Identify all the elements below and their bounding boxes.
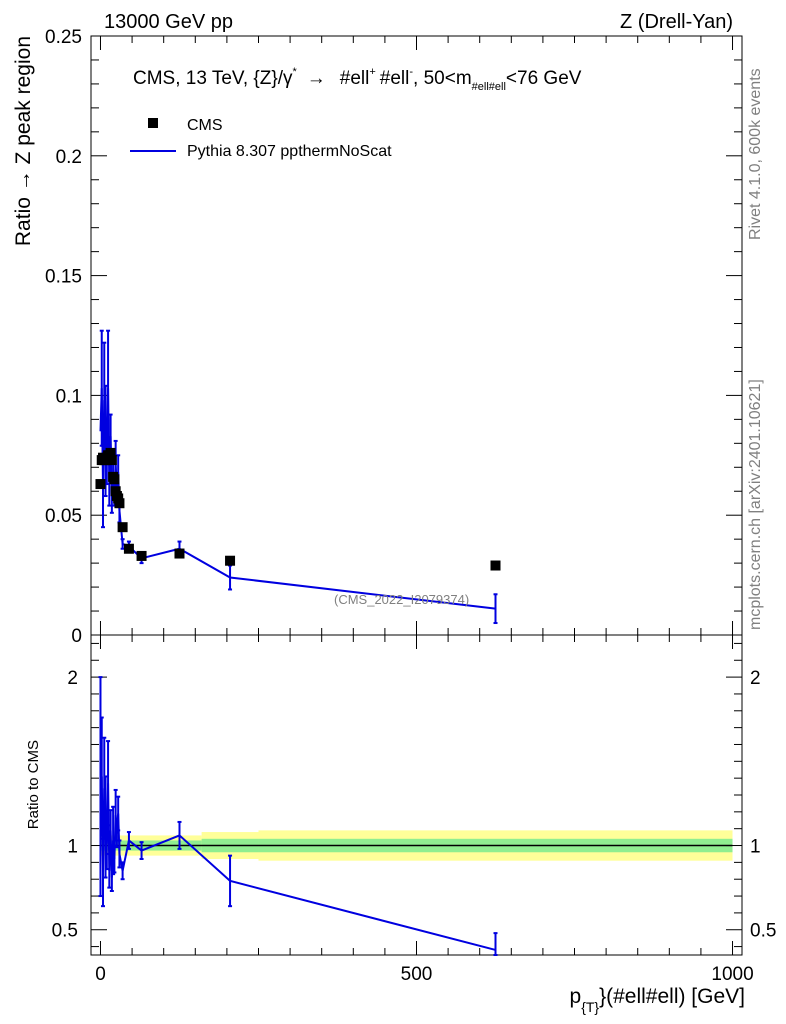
x-axis-title-sub: {T} (581, 999, 599, 1015)
legend-title-arrow: → (307, 68, 326, 89)
ratio-tick-label-right: 2 (750, 668, 761, 689)
tick-labels: 0 500 1000 0 0.05 0.1 0.15 0.2 0.25 0.5 0.5 1 1 2 2 (45, 27, 776, 985)
data-point (109, 474, 120, 485)
y-tick-label: 0.1 (56, 386, 82, 407)
x-axis-title: p{T}}(#ell#ell) [GeV] (570, 985, 746, 1015)
axes-frame (90, 35, 743, 956)
mc-series (99, 329, 498, 625)
y-axis-title: Ratio → Z peak region (12, 36, 35, 246)
legend-title-ell2: #ell (380, 68, 410, 89)
ratio-tick-label-right: 0.5 (750, 921, 776, 942)
legend-data-label: CMS (187, 117, 223, 134)
legend-title-ell1: #ell (340, 68, 370, 89)
ratio-tick-label-left: 1 (67, 837, 78, 858)
x-tick-label: 0 (95, 964, 106, 985)
legend: CMS, 13 TeV, {Z}/γ* → #ell+ #ell-, 50<m#ell… (130, 66, 582, 160)
analysis-watermark: (CMS_2022_I2079374) (334, 592, 469, 607)
header-left: 13000 GeV pp (104, 11, 233, 33)
legend-title-star: * (292, 66, 297, 78)
y-tick-label: 0.15 (45, 267, 82, 288)
legend-title-plus: + (369, 66, 375, 78)
data-point (225, 555, 236, 566)
legend-title-range: , 50<m (413, 68, 472, 89)
legend-data-marker (148, 118, 158, 128)
ratio-line (99, 776, 496, 951)
ratio-series (98, 676, 498, 956)
data-point (95, 479, 106, 490)
data-point (174, 548, 185, 559)
header-right: Z (Drell-Yan) (620, 11, 733, 33)
legend-title-minus: - (409, 66, 413, 78)
x-tick-label: 500 (401, 964, 433, 985)
ratio-bands (100, 830, 733, 861)
mcplots-label: mcplots.cern.ch [arXiv:2401.10621] (747, 379, 764, 630)
data-point (117, 522, 128, 533)
data-series (95, 447, 501, 571)
legend-title-prefix: CMS, 13 TeV, {Z}/γ (133, 68, 293, 89)
data-point (114, 498, 125, 509)
data-point (490, 560, 501, 571)
x-tick-label: 1000 (711, 964, 753, 985)
ratio-tick-label-right: 1 (750, 837, 761, 858)
legend-title-sub: #ell#ell (472, 81, 506, 93)
ratio-axis-title: Ratio to CMS (25, 740, 42, 829)
data-point (123, 543, 134, 554)
legend-title: CMS, 13 TeV, {Z}/γ* → #ell+ #ell-, 50<m#ell… (133, 66, 582, 93)
y-tick-label: 0.25 (45, 27, 82, 48)
data-point (106, 455, 117, 466)
ratio-frame (90, 634, 743, 956)
legend-title-end: <76 GeV (506, 68, 582, 89)
legend-mc-label: Pythia 8.307 ppthermNoScat (187, 143, 392, 160)
y-tick-label: 0.05 (45, 506, 82, 527)
mc-line (99, 388, 496, 610)
x-axis-title-rest: }(#ell#ell) [GeV] (599, 985, 745, 1008)
y-tick-label: 0 (71, 626, 82, 647)
ratio-tick-label-left: 2 (67, 668, 78, 689)
x-axis-title-main: p (570, 985, 582, 1008)
rivet-label: Rivet 4.1.0, 600k events (747, 68, 764, 240)
data-point (105, 447, 116, 458)
data-point (136, 550, 147, 561)
ratio-tick-label-left: 0.5 (52, 921, 78, 942)
y-tick-label: 0.2 (56, 147, 82, 168)
